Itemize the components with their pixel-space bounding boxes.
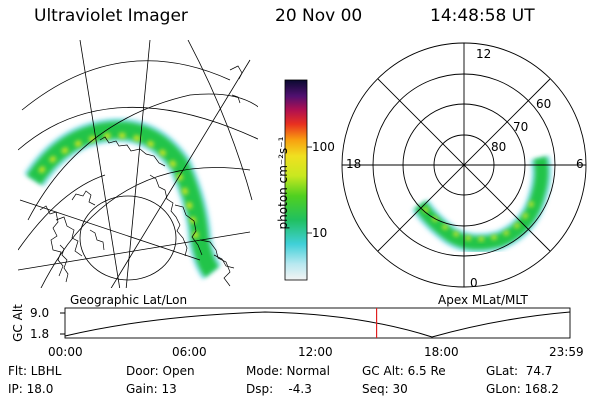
status-door: Door: Open [126, 364, 195, 378]
geographic-map [18, 40, 258, 288]
colorbar-unit-label: photon cm⁻²s⁻¹ [276, 136, 290, 230]
mlt-label-6: 6 [576, 157, 584, 171]
time-label: 14:48:58 UT [430, 6, 535, 26]
timeline-ytick-low: 1.8 [30, 327, 50, 341]
mlt-label-18: 18 [346, 157, 362, 171]
right-panel-caption: Apex MLat/MLT [438, 293, 528, 307]
status-seq: Seq: 30 [362, 382, 408, 396]
timeline-xtick-0600: 06:00 [172, 345, 207, 359]
timeline-xtick-1800: 18:00 [424, 345, 459, 359]
colorbar [284, 79, 308, 281]
status-gc-alt: GC Alt: 6.5 Re [362, 364, 446, 378]
status-dsp: Dsp: -4.3 [246, 382, 312, 396]
timeline-xtick-2359: 23:59 [549, 345, 584, 359]
timeline-xtick-1200: 12:00 [298, 345, 333, 359]
timeline-ylabel: GC Alt [11, 304, 25, 342]
mlt-label-12: 12 [476, 47, 492, 61]
lat-label-70: 70 [513, 120, 529, 134]
status-glat: GLat: 74.7 [486, 364, 553, 378]
status-mode: Mode: Normal [246, 364, 330, 378]
aurora-band-geographic [23, 118, 222, 280]
date-label: 20 Nov 00 [275, 6, 363, 26]
lat-label-80: 80 [491, 140, 507, 154]
status-ip: IP: 18.0 [8, 382, 54, 396]
polar-plot [341, 42, 587, 288]
timeline-xtick-0000: 00:00 [48, 345, 83, 359]
left-panel-caption: Geographic Lat/Lon [70, 293, 188, 307]
timeline-ytick-high: 9.0 [30, 306, 50, 320]
map-grid [18, 40, 258, 288]
lat-label-60: 60 [536, 97, 552, 111]
colorbar-tick-10: 10 [312, 226, 328, 240]
colorbar-tick-100: 100 [312, 140, 335, 154]
app-title: Ultraviolet Imager [34, 6, 188, 26]
mlt-label-0: 0 [470, 276, 478, 290]
altitude-timeline [60, 307, 571, 339]
aurora-band-polar [411, 155, 552, 254]
map-coastlines [39, 65, 243, 287]
status-gain: Gain: 13 [126, 382, 177, 396]
status-glon: GLon: 168.2 [486, 382, 559, 396]
status-filter: Flt: LBHL [8, 364, 62, 378]
